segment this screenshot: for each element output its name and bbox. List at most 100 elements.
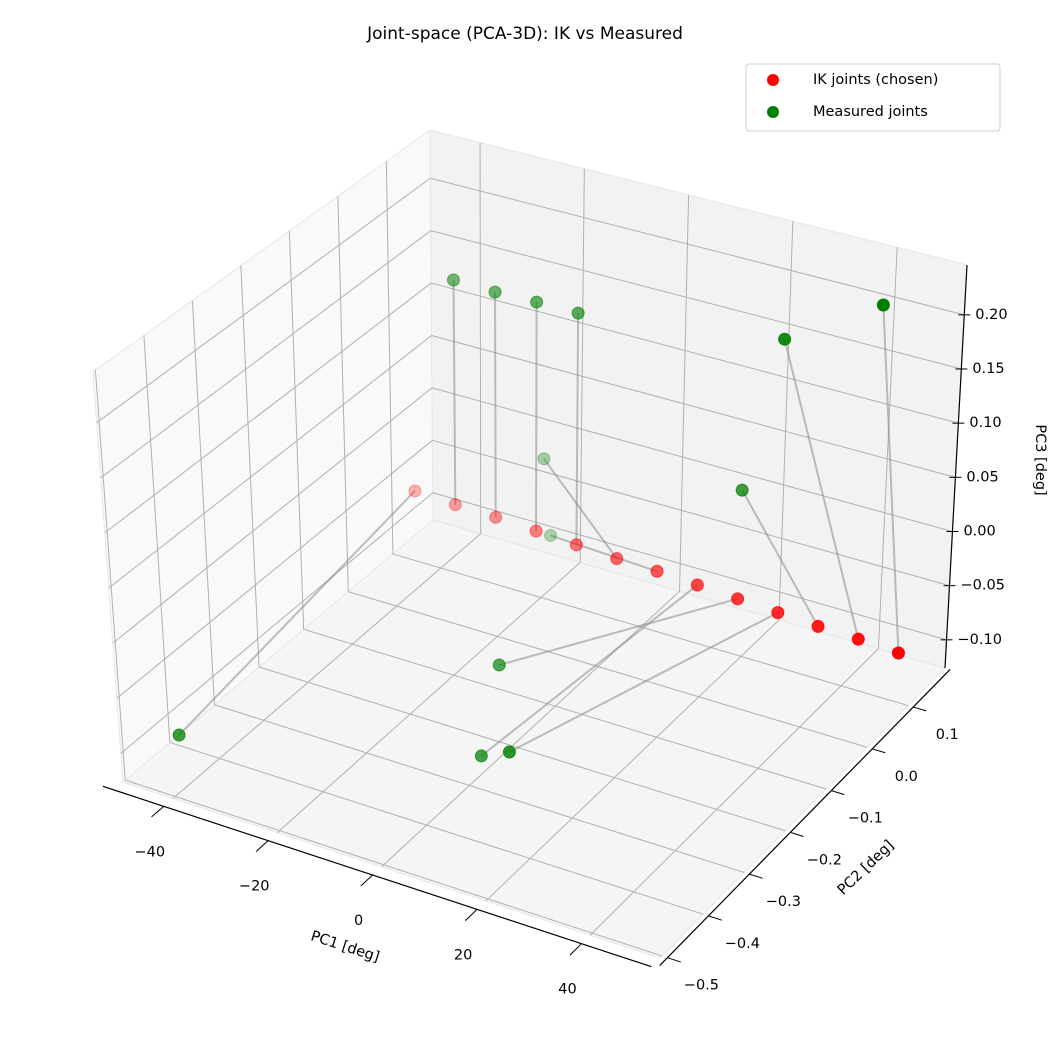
legend-marker (767, 106, 779, 118)
grid-line (485, 619, 780, 902)
point (610, 552, 624, 566)
grid-line (288, 230, 305, 630)
point (489, 510, 503, 524)
grid-line (169, 741, 704, 915)
grid-line (276, 562, 581, 833)
grid-line (112, 387, 433, 644)
x-tick (255, 840, 269, 852)
grid-line (679, 194, 690, 592)
grid-line (430, 177, 965, 316)
x-axis-label: PC1 [deg] (309, 928, 382, 965)
x-tick-label: 40 (558, 982, 576, 998)
grid-line (116, 439, 433, 699)
connector (575, 313, 580, 545)
grid-line (96, 177, 431, 424)
point (408, 484, 422, 498)
point (529, 524, 543, 538)
grid-line (430, 230, 962, 370)
point (811, 619, 825, 633)
y-tick (831, 790, 845, 796)
grid-line (94, 370, 126, 781)
z-tick-label: 0.00 (963, 524, 995, 540)
legend-box (745, 63, 1001, 132)
grid-line (392, 553, 909, 707)
grid-line (125, 779, 663, 957)
connector (508, 611, 779, 753)
grid-line (214, 704, 745, 873)
point (502, 745, 516, 759)
grid-line (432, 439, 950, 587)
grid-line (579, 168, 585, 563)
point (569, 538, 583, 552)
point (876, 298, 890, 312)
grid-line (431, 335, 956, 478)
grid-line (172, 533, 482, 799)
connector (535, 302, 538, 532)
y-tick (708, 915, 722, 921)
point (492, 658, 506, 672)
x-tick-label: 20 (454, 947, 472, 963)
y-tick-label: −0.5 (684, 978, 719, 994)
connector (178, 490, 416, 736)
point (571, 306, 585, 320)
grid-line (385, 161, 394, 554)
connector (494, 292, 497, 518)
grid-line (120, 492, 434, 754)
point (771, 606, 785, 620)
y-tick (667, 957, 681, 963)
point (891, 646, 905, 660)
point (537, 452, 551, 466)
z-tick-label: 0.15 (972, 361, 1004, 377)
y-tick (749, 873, 763, 879)
point (851, 632, 865, 646)
connector (480, 584, 698, 757)
chart-title: Joint-space (PCA-3D): IK vs Measured (366, 24, 683, 44)
point (448, 498, 462, 512)
grid-line (431, 387, 953, 532)
y-tick (872, 748, 886, 754)
grid-line (191, 300, 215, 705)
point (172, 728, 186, 742)
z-tick-label: −0.05 (960, 578, 1004, 594)
x-tick-label: −40 (135, 844, 166, 860)
connector (452, 280, 457, 505)
grid-line (104, 282, 432, 534)
grid-line (337, 196, 349, 592)
legend-marker (767, 74, 779, 86)
legend-label: Measured joints (813, 104, 928, 120)
point (474, 749, 488, 763)
y-tick-label: −0.3 (766, 894, 801, 910)
connector (498, 597, 738, 666)
y-axis-label: PC2 [deg] (835, 837, 897, 898)
grid-line (589, 648, 879, 936)
connector (882, 304, 900, 654)
point (778, 332, 792, 346)
grid-line (479, 142, 482, 534)
grid-line (143, 335, 171, 743)
y-tick (913, 706, 927, 712)
legend-label: IK joints (chosen) (813, 72, 938, 88)
grid-line (778, 221, 794, 621)
grid-line (303, 628, 827, 790)
grid-line (877, 247, 898, 649)
grid-line (348, 591, 868, 748)
grid-line (108, 335, 432, 589)
x-tick-label: 0 (354, 913, 363, 929)
y-axis-line (659, 669, 951, 966)
grid (94, 142, 965, 957)
z-axis-line (944, 264, 968, 669)
connector (550, 534, 658, 573)
z-tick-label: −0.10 (958, 632, 1002, 648)
grid-line (100, 230, 432, 479)
connector (543, 458, 618, 560)
point (690, 578, 704, 592)
connector (741, 489, 819, 627)
grid-line (431, 282, 959, 424)
z-axis-label: PC3 [deg] (1032, 424, 1048, 495)
y-tick (790, 831, 804, 837)
grid-line (258, 666, 786, 832)
z-tick-label: 0.20 (975, 307, 1007, 323)
connector (783, 338, 860, 640)
grid-line (432, 492, 947, 641)
